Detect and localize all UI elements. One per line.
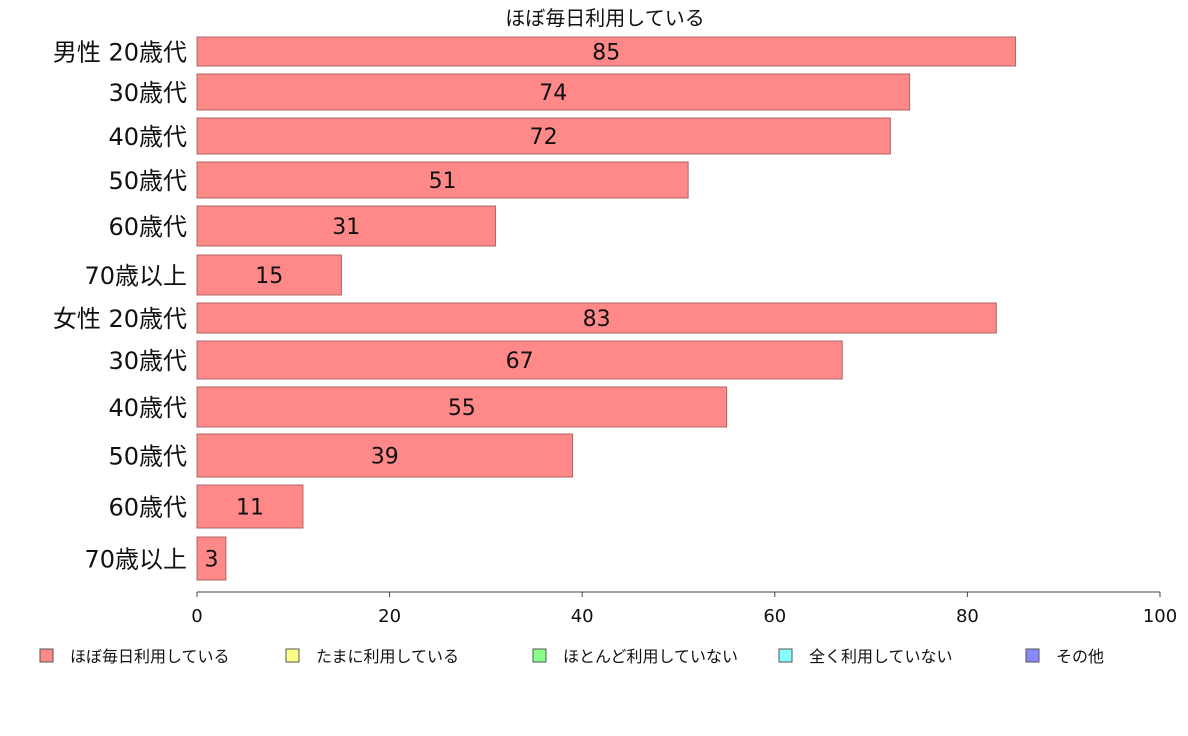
x-tick-label: 40 (571, 606, 594, 627)
bar (196, 340, 843, 380)
legend-label: たまに利用している (316, 647, 459, 666)
category-label: 70歳以上 (84, 546, 187, 574)
bar (196, 205, 497, 247)
category-label: 40歳代 (108, 394, 187, 422)
category-label: 40歳代 (108, 123, 187, 151)
bar (196, 73, 911, 111)
bar-value-label: 67 (506, 349, 534, 374)
bar-value-label: 55 (448, 396, 476, 421)
legend-label: ほとんど利用していない (563, 647, 738, 666)
bar (196, 117, 891, 155)
legend-swatch (532, 648, 547, 663)
category-label: 60歳代 (108, 213, 187, 241)
legend-label: 全く利用していない (809, 647, 953, 666)
bar-value-label: 74 (539, 81, 567, 106)
bar-value-label: 85 (592, 41, 620, 66)
category-label: 70歳以上 (84, 262, 187, 290)
category-label: 30歳代 (108, 347, 187, 375)
bar (196, 161, 689, 199)
x-tick-label: 100 (1143, 606, 1177, 627)
bar-value-label: 83 (583, 307, 611, 332)
category-label: 50歳代 (108, 167, 187, 195)
category-label: 50歳代 (108, 443, 187, 471)
legend: ほぼ毎日利用している たまに利用している ほとんど利用していない 全く利用していない そ… (39, 647, 1104, 666)
x-tick-label: 60 (763, 606, 786, 627)
bar (196, 433, 574, 478)
bar-value-label: 15 (255, 264, 283, 289)
legend-label: ほぼ毎日利用している (70, 647, 230, 666)
bar (196, 302, 997, 334)
bar-value-label: 72 (530, 125, 558, 150)
category-label: 女性 20歳代 (53, 305, 187, 333)
bar-value-label: 31 (332, 215, 360, 240)
bars-group: 85 74 72 51 31 15 83 67 55 39 11 3 (196, 36, 1017, 581)
bar (196, 536, 227, 581)
x-axis: 0 20 40 60 80 100 (191, 591, 1177, 627)
bar (196, 484, 304, 529)
bar-value-label: 11 (236, 496, 264, 521)
x-tick-label: 20 (378, 606, 401, 627)
bar-value-label: 3 (204, 548, 218, 573)
x-tick-label: 0 (191, 606, 202, 627)
legend-swatch (285, 648, 300, 663)
category-label: 60歳代 (108, 494, 187, 522)
bar (196, 386, 728, 428)
category-label: 男性 20歳代 (53, 39, 187, 67)
legend-swatch (39, 648, 54, 663)
legend-swatch (1025, 648, 1040, 663)
chart-title: ほぼ毎日利用している (505, 6, 704, 30)
category-label: 30歳代 (108, 79, 187, 107)
bar (196, 36, 1017, 67)
legend-swatch (778, 648, 793, 663)
legend-label: その他 (1056, 647, 1104, 666)
x-tick-label: 80 (956, 606, 979, 627)
bar-value-label: 39 (371, 445, 399, 470)
bar (196, 254, 342, 296)
bar-value-label: 51 (429, 169, 457, 194)
